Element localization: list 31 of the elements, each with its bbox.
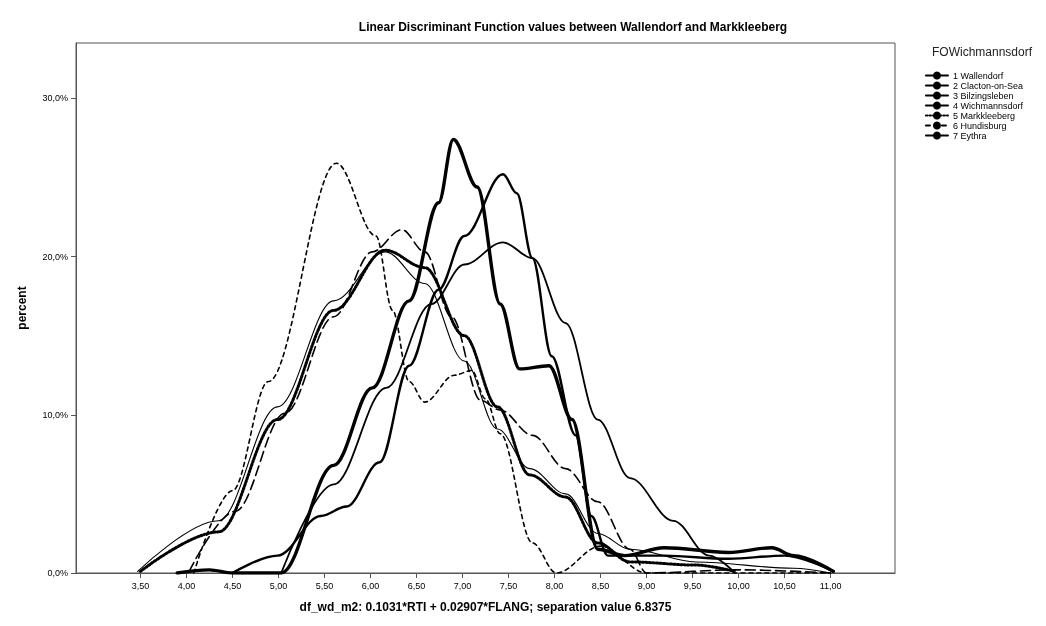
legend-label: 3 Bilzingsleben [952, 90, 1014, 101]
legend-label: 5 Markkleeberg [952, 110, 1015, 121]
y-tick-label: 10,0% [42, 409, 68, 420]
legend-label: 1 Wallendorf [952, 70, 1004, 81]
legend-title: FOWichmannsdorf [931, 45, 1033, 59]
x-tick-label: 5,50 [315, 580, 334, 591]
y-tick-label: 20,0% [42, 251, 68, 262]
legend-label: 4 Wichmannsdorf [952, 100, 1024, 111]
x-tick-label: 4,50 [223, 580, 242, 591]
chart-title: Linear Discriminant Function values between Wallendorf and Markkleeberg [358, 20, 788, 34]
x-tick-label: 9,50 [683, 580, 702, 591]
x-tick-label: 6,50 [407, 580, 426, 591]
x-tick-label: 8,00 [545, 580, 564, 591]
x-tick-label: 6,00 [361, 580, 380, 591]
x-tick-label: 7,50 [499, 580, 518, 591]
y-tick-label: 30,0% [42, 93, 68, 104]
legend-label: 6 Hundisburg [952, 120, 1007, 131]
x-tick-label: 11,00 [819, 580, 842, 591]
x-tick-label: 8,50 [591, 580, 610, 591]
x-axis-title: df_wd_m2: 0.1031*RTI + 0.02907*FLANG; separation value 6.8375 [299, 600, 672, 614]
x-tick-label: 7,00 [453, 580, 472, 591]
y-axis-title: percent [15, 286, 29, 330]
legend-label: 2 Clacton-on-Sea [952, 80, 1024, 91]
legend-label: 7 Eythra [952, 130, 987, 141]
x-tick-label: 10,00 [727, 580, 750, 591]
x-tick-label: 4,00 [177, 580, 196, 591]
y-tick-label: 0,0% [47, 568, 68, 578]
x-tick-label: 3,50 [131, 580, 150, 591]
x-tick-label: 10,50 [773, 580, 796, 591]
x-tick-label: 5,00 [269, 580, 288, 591]
x-tick-label: 9,00 [637, 580, 656, 591]
